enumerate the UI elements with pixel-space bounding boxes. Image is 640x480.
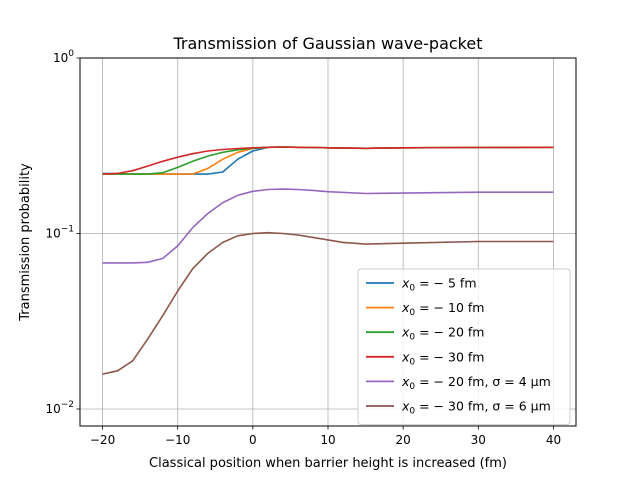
legend-box <box>357 268 571 426</box>
legend-label-var: x <box>401 399 410 414</box>
x-tick-label: 40 <box>546 433 561 447</box>
legend-label-sub: 0 <box>409 382 415 392</box>
series-line-5 <box>102 188 554 264</box>
series-line-6 <box>102 231 554 375</box>
legend-label-sub: 0 <box>409 308 415 318</box>
y-tick-base: 10 <box>45 402 60 416</box>
legend-label-rest: = − 30 fm, σ = 6 μm <box>415 399 551 414</box>
x-tick-label: 0 <box>249 433 257 447</box>
x-tick-label: 20 <box>396 433 411 447</box>
plot-lines <box>102 146 554 375</box>
x-axis-ticks: −20 −10 0 10 20 30 40 <box>90 426 561 447</box>
x-tick-label: 10 <box>320 433 335 447</box>
legend-label-sub: 0 <box>409 333 415 343</box>
x-tick-label: −10 <box>165 433 190 447</box>
legend-label: x0 = − 5 fm <box>401 276 477 294</box>
y-tick-label: 100 <box>53 49 74 65</box>
legend-label: x0 = − 10 fm <box>401 300 484 318</box>
y-tick-exponent: −1 <box>61 224 74 234</box>
legend-label: x0 = − 30 fm, σ = 6 μm <box>401 399 551 417</box>
legend-label-rest: = − 20 fm, σ = 4 μm <box>415 374 551 389</box>
x-tick-label: −20 <box>90 433 115 447</box>
legend-label: x0 = − 20 fm <box>401 325 484 343</box>
y-axis-label: Transmission probability <box>18 163 33 322</box>
legend-label-var: x <box>401 349 410 364</box>
legend-label-rest: = − 10 fm <box>415 300 484 315</box>
legend-label-sub: 0 <box>409 284 415 294</box>
y-tick-base: 10 <box>45 226 60 240</box>
y-tick-exponent: 0 <box>68 49 74 59</box>
y-tick-exponent: −2 <box>61 400 74 410</box>
legend-label: x0 = − 20 fm, σ = 4 μm <box>401 374 551 392</box>
y-tick-base: 10 <box>53 51 68 65</box>
y-tick-label: 10−2 <box>45 400 74 416</box>
legend-label-var: x <box>401 276 410 291</box>
legend-label-sub: 0 <box>409 357 415 367</box>
legend-label-var: x <box>401 325 410 340</box>
x-tick-label: 30 <box>471 433 486 447</box>
legend-label-sub: 0 <box>409 407 415 417</box>
legend-label: x0 = − 30 fm <box>401 349 484 367</box>
y-tick-label: 10−1 <box>45 224 74 240</box>
legend-label-rest: = − 20 fm <box>415 325 484 340</box>
chart-title: Transmission of Gaussian wave-packet <box>173 34 483 53</box>
legend-label-rest: = − 30 fm <box>415 349 484 364</box>
x-axis-label: Classical position when barrier height i… <box>149 456 507 471</box>
legend-label-var: x <box>401 374 410 389</box>
legend-label-rest: = − 5 fm <box>415 276 476 291</box>
legend-label-var: x <box>401 300 410 315</box>
series-line-4 <box>102 146 554 175</box>
